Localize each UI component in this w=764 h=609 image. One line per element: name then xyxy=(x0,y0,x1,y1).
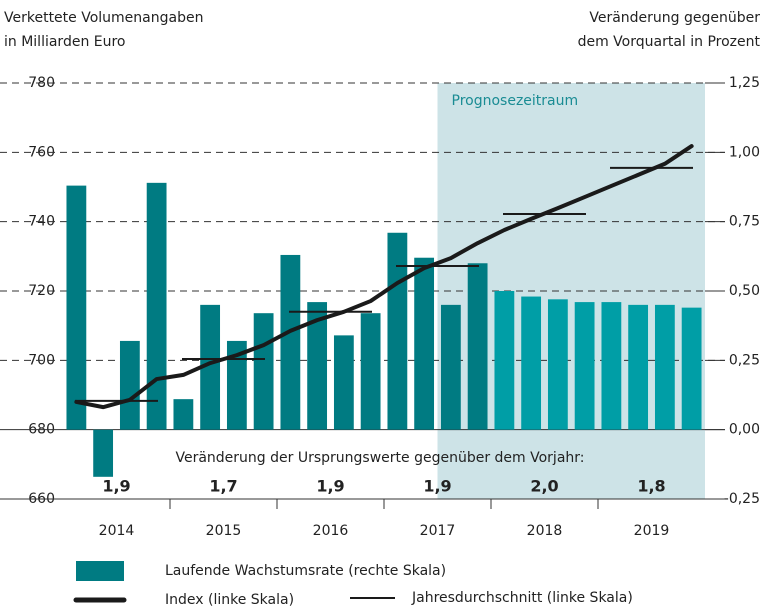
x-tick-label: 2019 xyxy=(634,523,670,539)
bar xyxy=(66,185,87,430)
annual-growth-label: 1,9 xyxy=(423,477,451,496)
annual-growth-label: 2,0 xyxy=(530,477,558,496)
annual-growth-label: 1,9 xyxy=(102,477,130,496)
y2-tick-label: 1,25 xyxy=(729,75,760,91)
index-line xyxy=(74,144,694,410)
y2-tick-label: 0,00 xyxy=(729,422,760,438)
y2-tick-label: 1,00 xyxy=(729,144,760,160)
bar xyxy=(414,257,435,430)
bar xyxy=(173,399,194,430)
bar xyxy=(226,340,247,430)
y2-tick-label: -0,25 xyxy=(724,491,760,507)
legend-label: Laufende Wachstumsrate (rechte Skala) xyxy=(165,563,446,579)
bar xyxy=(280,254,301,430)
y2-tick-label: 0,75 xyxy=(729,214,760,230)
legend-swatch xyxy=(76,561,124,581)
bar xyxy=(119,340,140,430)
annual-growth-label: 1,9 xyxy=(316,477,344,496)
bar xyxy=(547,299,568,430)
annual-growth-label: 1,8 xyxy=(637,477,665,496)
bar xyxy=(387,232,408,430)
bar xyxy=(628,304,649,430)
bar xyxy=(681,307,702,430)
bar xyxy=(467,263,488,430)
x-tick-label: 2018 xyxy=(527,523,563,539)
x-tick-label: 2017 xyxy=(420,523,456,539)
y2-tick-label: 0,25 xyxy=(729,352,760,368)
bar xyxy=(253,313,274,430)
x-tick-label: 2015 xyxy=(206,523,242,539)
bar xyxy=(333,335,354,430)
bar xyxy=(494,291,515,430)
bar xyxy=(146,182,167,430)
left-axis-title: Verkettete Volumenangaben xyxy=(4,10,203,26)
left-axis-title: in Milliarden Euro xyxy=(4,34,126,50)
bar xyxy=(521,296,542,430)
annual-growth-title: Veränderung der Ursprungswerte gegenüber… xyxy=(175,450,584,466)
bar xyxy=(601,302,622,430)
bar xyxy=(93,429,114,477)
legend-label: Jahresdurchschnitt (linke Skala) xyxy=(411,590,633,606)
bar xyxy=(360,313,381,430)
right-axis-title: dem Vorquartal in Prozent xyxy=(578,34,761,50)
right-axis-title: Veränderung gegenüber xyxy=(589,10,760,26)
bar xyxy=(440,304,461,430)
legend-label: Index (linke Skala) xyxy=(165,592,294,608)
bar xyxy=(574,302,595,430)
bar xyxy=(200,304,221,430)
bar xyxy=(654,304,675,430)
bar xyxy=(307,302,328,430)
annual-growth-label: 1,7 xyxy=(209,477,237,496)
y2-tick-label: 0,50 xyxy=(729,283,760,299)
x-tick-label: 2016 xyxy=(313,523,349,539)
forecast-label: Prognosezeitraum xyxy=(452,93,579,109)
x-tick-label: 2014 xyxy=(99,523,135,539)
